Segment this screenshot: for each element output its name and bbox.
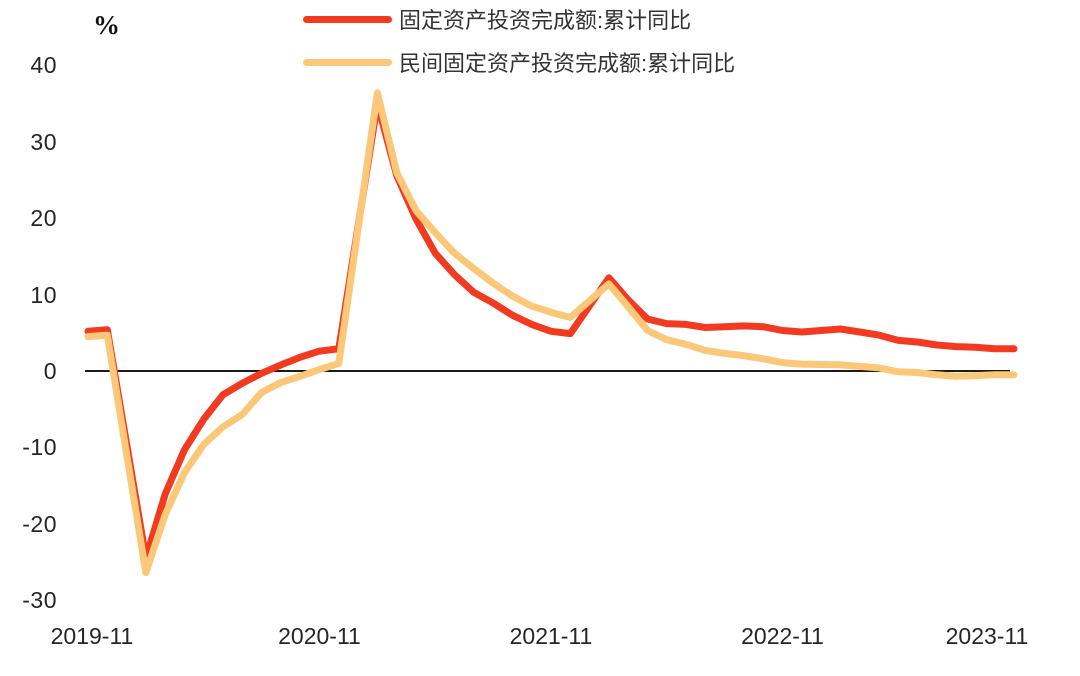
y-tick-label: 40 (30, 52, 57, 79)
legend-item-0: 固定资产投资完成额:累计同比 (303, 4, 735, 34)
y-tick-label: 30 (30, 128, 57, 155)
series-line-1 (84, 89, 1018, 577)
x-tick-label: 2019-11 (50, 623, 134, 649)
chart-legend: 固定资产投资完成额:累计同比民间固定资产投资完成额:累计同比 (303, 4, 735, 90)
y-axis-unit-label: % (93, 10, 120, 40)
legend-line-swatch-icon (303, 15, 392, 23)
legend-line-swatch-icon (303, 58, 392, 66)
x-tick-label: 2023-11 (945, 623, 1029, 649)
y-tick-label: -10 (22, 434, 57, 461)
y-tick-label: 10 (30, 281, 57, 308)
x-tick-label: 2020-11 (278, 623, 361, 649)
x-tick-label: 2021-11 (509, 623, 593, 649)
legend-label: 固定资产投资完成额:累计同比 (399, 8, 692, 33)
y-tick-label: 20 (30, 205, 57, 232)
series-line-0 (84, 100, 1018, 562)
y-tick-label: 0 (43, 358, 57, 384)
x-tick-label: 2022-11 (741, 623, 824, 649)
y-tick-label: -30 (22, 587, 57, 614)
legend-label: 民间固定资产投资完成额:累计同比 (399, 51, 736, 76)
y-tick-label: -20 (22, 510, 57, 537)
legend-item-1: 民间固定资产投资完成额:累计同比 (303, 47, 735, 77)
